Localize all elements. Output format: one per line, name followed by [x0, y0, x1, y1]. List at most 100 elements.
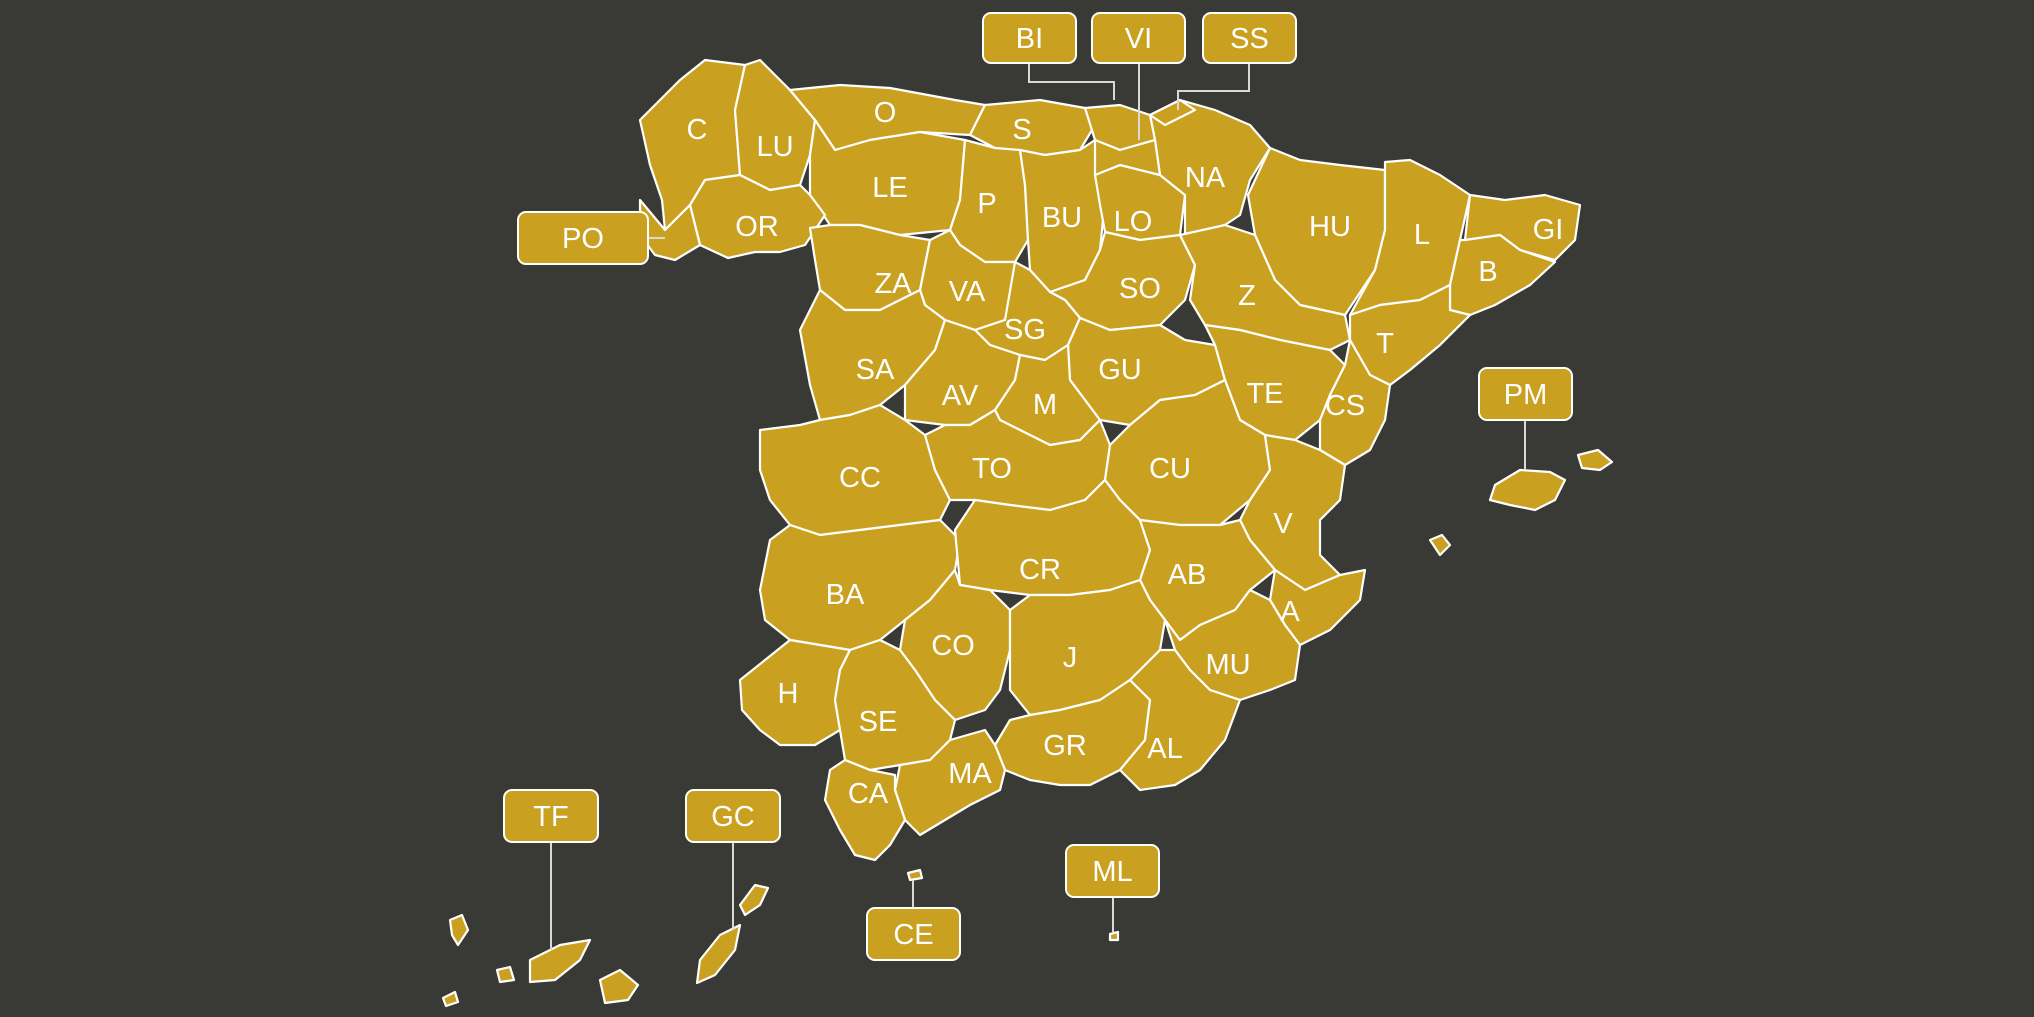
callout-bi: BI [982, 12, 1077, 64]
callout-po: PO [517, 211, 649, 265]
label-va: VA [949, 276, 986, 308]
label-c: C [687, 114, 708, 146]
callout-box-po [517, 211, 649, 265]
province-tf-shape [528, 938, 592, 984]
label-bu: BU [1042, 202, 1082, 234]
label-h: H [778, 678, 799, 710]
label-v: V [1273, 508, 1293, 540]
label-sa: SA [856, 354, 895, 386]
province-cs [1318, 338, 1392, 467]
province-ml-shape [1108, 930, 1120, 942]
callout-box-ce [866, 907, 961, 961]
callout-label-bi: BI [1016, 23, 1043, 55]
callout-box-ml [1065, 844, 1160, 898]
label-j: J [1063, 642, 1078, 674]
label-na: NA [1185, 162, 1226, 194]
callout-label-pm: PM [1504, 379, 1548, 411]
callout-box-tf [503, 789, 599, 843]
province-al [1118, 648, 1242, 792]
callout-pm: PM [1478, 367, 1573, 421]
label-m: M [1033, 389, 1057, 421]
province-to [923, 408, 1112, 512]
label-hu: HU [1309, 211, 1351, 243]
province-pm-shape [1428, 533, 1452, 557]
label-te: TE [1246, 378, 1283, 410]
province-hu [1246, 146, 1387, 317]
province-gc-shape [598, 968, 640, 1005]
province-ss-shape [1148, 98, 1197, 127]
callout-box-gc [685, 789, 781, 843]
label-cu: CU [1149, 453, 1191, 485]
callout-vi: VI [1091, 12, 1186, 64]
leader-line-ss [1177, 63, 1250, 110]
province-z [1178, 223, 1352, 352]
label-sg: SG [1004, 314, 1046, 346]
label-ma: MA [948, 758, 992, 790]
province-shapes [441, 58, 1614, 1008]
province-gc-shape [695, 923, 742, 985]
label-p: P [977, 188, 996, 220]
province-b [1448, 233, 1557, 317]
province-tf-shape [495, 965, 516, 984]
label-av: AV [942, 380, 979, 412]
callout-label-ce: CE [893, 919, 933, 951]
label-s: S [1012, 114, 1031, 146]
label-t: T [1376, 328, 1394, 360]
label-cs: CS [1325, 390, 1365, 422]
callout-gc: GC [685, 789, 781, 843]
callout-box-bi [982, 12, 1077, 64]
label-lo: LO [1114, 206, 1153, 238]
label-mu: MU [1205, 649, 1250, 681]
callout-label-ss: SS [1230, 23, 1269, 55]
province-pm-shape [1576, 448, 1614, 472]
province-lu [733, 58, 817, 192]
label-b: B [1478, 256, 1497, 288]
label-za: ZA [874, 268, 912, 300]
label-or: OR [735, 211, 779, 243]
callout-label-tf: TF [533, 801, 568, 833]
label-ab: AB [1168, 559, 1207, 591]
label-ca: CA [848, 778, 889, 810]
callout-box-pm [1478, 367, 1573, 421]
leader-line-bi [1028, 63, 1115, 100]
callout-ss: SS [1202, 12, 1297, 64]
callout-ce: CE [866, 907, 961, 961]
callout-box-vi [1091, 12, 1186, 64]
label-lu: LU [756, 131, 793, 163]
label-se: SE [859, 706, 898, 738]
label-so: SO [1119, 273, 1161, 305]
label-ba: BA [826, 579, 865, 611]
callout-box-ss [1202, 12, 1297, 64]
province-vi-shape [1093, 138, 1162, 177]
province-gc-shape [738, 883, 770, 917]
label-cc: CC [839, 462, 881, 494]
callout-tf: TF [503, 789, 599, 843]
label-gu: GU [1098, 354, 1142, 386]
label-l: L [1414, 219, 1430, 251]
province-tf-shape [448, 913, 470, 947]
label-z: Z [1238, 280, 1256, 312]
callout-label-ml: ML [1092, 856, 1132, 888]
province-ce-shape [906, 868, 924, 882]
label-al: AL [1147, 733, 1182, 765]
callout-label-vi: VI [1125, 23, 1152, 55]
province-pm-shape [1488, 468, 1567, 512]
leader-lines [550, 63, 1526, 950]
label-gr: GR [1043, 730, 1087, 762]
province-tf-shape [441, 990, 460, 1008]
callout-label-gc: GC [711, 801, 755, 833]
label-cr: CR [1019, 554, 1061, 586]
label-co: CO [931, 630, 975, 662]
label-le: LE [872, 172, 907, 204]
callout-ml: ML [1065, 844, 1160, 898]
label-a: A [1280, 596, 1300, 628]
label-gi: GI [1533, 214, 1564, 246]
callout-label-po: PO [562, 223, 604, 255]
label-o: O [874, 97, 897, 129]
label-to: TO [972, 453, 1012, 485]
province-ca [823, 758, 907, 862]
